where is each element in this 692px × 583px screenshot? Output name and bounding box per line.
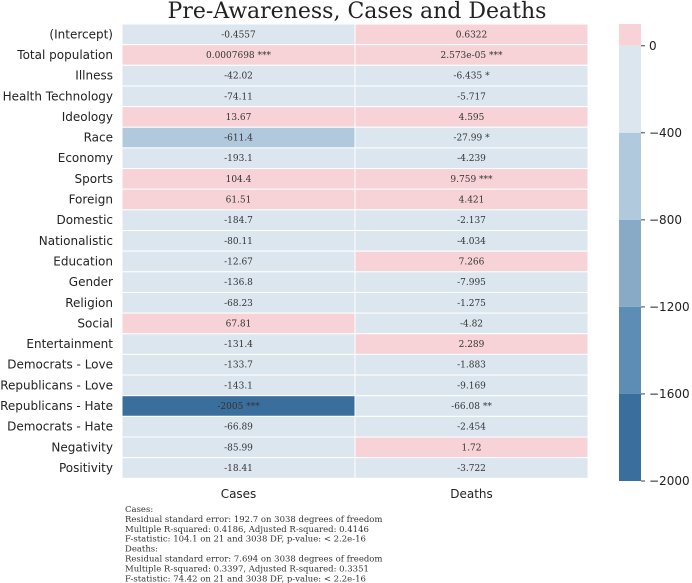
row-label: Democrats - Love: [7, 358, 113, 372]
cell-value-label: -193.1: [224, 154, 253, 164]
colorbar-tick-label: −800: [649, 213, 682, 227]
cell-value-label: 2.573e-05 ***: [441, 51, 503, 61]
chart-title: Pre-Awareness, Cases and Deaths: [168, 0, 547, 24]
cell-value-label: -136.8: [224, 278, 253, 288]
colorbar-tick-label: 0: [649, 39, 657, 53]
row-label: Negativity: [51, 440, 113, 454]
cell-value-label: -27.99 *: [453, 134, 490, 144]
cell-value-label: 7.266: [459, 257, 485, 267]
cell-value-label: -5.717: [457, 92, 486, 102]
cell-value-label: -4.034: [457, 237, 486, 247]
cell-value-label: -4.239: [457, 154, 486, 164]
row-label: Positivity: [59, 461, 113, 475]
regression-note-line: F-statistic: 74.42 on 21 and 3038 DF, p-…: [125, 574, 366, 583]
colorbar-tick-label: −1600: [649, 387, 690, 401]
colorbar-tick-label: −400: [649, 126, 682, 140]
cell-value-label: -2005 ***: [217, 402, 260, 412]
row-label: Democrats - Hate: [7, 420, 113, 434]
regression-note-line: Cases:: [125, 505, 153, 515]
cell-value-label: -18.41: [224, 464, 253, 474]
cell-value-label: -42.02: [224, 72, 253, 82]
cell-value-label: -611.4: [224, 134, 253, 144]
cell-value-label: 9.759 ***: [450, 175, 493, 185]
regression-note-line: F-statistic: 104.1 on 21 and 3038 DF, p-…: [125, 535, 366, 545]
column-label: Cases: [221, 487, 257, 501]
cell-value-label: -3.722: [457, 464, 486, 474]
row-label: Foreign: [69, 193, 113, 207]
regression-note-line: Deaths:: [125, 545, 158, 555]
cell-value-label: 0.0007698 ***: [206, 51, 272, 61]
row-label: Illness: [75, 69, 113, 83]
cell-value-label: 67.81: [226, 319, 252, 329]
heatmap-cell: [354, 457, 589, 479]
row-label: Nationalistic: [39, 234, 113, 248]
colorbar-segment: [619, 306, 641, 394]
cell-value-label: -1.883: [457, 361, 486, 371]
cell-value-label: 2.289: [459, 340, 485, 350]
row-label: Ideology: [62, 110, 113, 124]
cell-value-label: -143.1: [224, 381, 253, 391]
regression-note-line: Multiple R-squared: 0.4186, Adjusted R-s…: [125, 525, 369, 535]
cell-value-label: 13.67: [226, 113, 252, 123]
cell-value-label: -1.275: [457, 299, 486, 309]
cell-value-label: -131.4: [224, 340, 253, 350]
row-label: Social: [77, 316, 113, 330]
cell-value-label: -7.995: [457, 278, 486, 288]
colorbar-segment: [619, 132, 641, 220]
cell-value-label: -80.11: [224, 237, 253, 247]
row-label: Entertainment: [26, 337, 113, 351]
cell-value-label: -85.99: [224, 443, 253, 453]
colorbar-tick-label: −2000: [649, 474, 690, 488]
colorbar-segment: [619, 45, 641, 133]
cell-value-label: -66.89: [224, 423, 253, 433]
cell-value-label: 0.6322: [456, 30, 488, 40]
row-label: Domestic: [56, 213, 113, 227]
row-label: Race: [84, 131, 113, 145]
row-label: Religion: [65, 296, 113, 310]
cell-value-label: -9.169: [457, 381, 486, 391]
colorbar-tick-label: −1200: [649, 300, 690, 314]
cell-value-label: -66.08 **: [451, 402, 492, 412]
row-label: Education: [53, 254, 113, 268]
regression-note-line: Residual standard error: 192.7 on 3038 d…: [125, 515, 382, 525]
row-label: Republicans - Hate: [0, 399, 113, 413]
cell-value-label: -133.7: [224, 361, 253, 371]
cell-value-label: 104.4: [226, 175, 252, 185]
row-label: Total population: [16, 48, 113, 62]
row-label: Sports: [75, 172, 113, 186]
row-label: Republicans - Love: [0, 378, 113, 392]
cell-value-label: -12.67: [224, 257, 253, 267]
row-label: Health Technology: [3, 89, 113, 103]
cell-value-label: -2.137: [457, 216, 486, 226]
cell-value-label: 61.51: [226, 196, 252, 206]
colorbar-segment: [619, 24, 641, 46]
cell-value-label: -184.7: [224, 216, 253, 226]
colorbar-segment: [619, 219, 641, 307]
row-label: Gender: [69, 275, 113, 289]
cell-value-label: 4.421: [459, 196, 485, 206]
cell-value-label: -4.82: [460, 319, 483, 329]
column-label: Deaths: [450, 487, 493, 501]
cell-value-label: -74.11: [224, 92, 253, 102]
cell-value-label: -0.4557: [221, 30, 256, 40]
row-label: Economy: [58, 151, 113, 165]
colorbar-segment: [619, 393, 641, 481]
cell-value-label: -2.454: [457, 423, 486, 433]
cell-value-label: -6.435 *: [453, 72, 490, 82]
regression-note-line: Multiple R-squared: 0.3397, Adjusted R-s…: [125, 564, 369, 574]
cell-value-label: 4.595: [459, 113, 485, 123]
regression-note-line: Residual standard error: 7.694 on 3038 d…: [125, 555, 382, 565]
row-label: (Intercept): [49, 27, 113, 41]
cell-value-label: -68.23: [224, 299, 253, 309]
cell-value-label: 1.72: [461, 443, 481, 453]
